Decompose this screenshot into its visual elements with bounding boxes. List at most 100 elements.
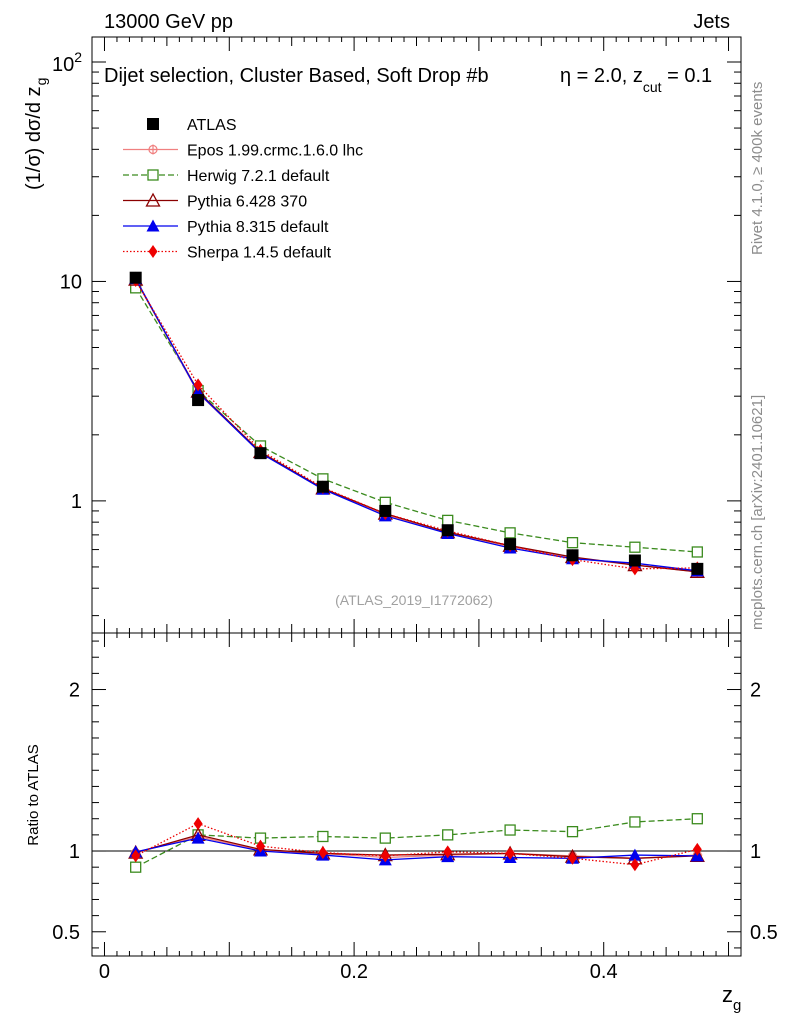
legend-item-atlas: ATLAS [147,117,237,134]
ratio-x-tick-label: 0.4 [590,961,618,983]
ratio-point-sherpa [193,817,203,831]
ratio-point-sherpa [692,842,702,856]
main-line-pythia6 [135,279,698,573]
legend-item-pythia8: Pythia 8.315 default [123,219,329,236]
main-point-herwig [566,537,579,549]
main-series-sherpa [131,273,702,576]
main-series-epos [130,274,703,577]
main-point-atlas [254,447,267,460]
main-y-axis-label: (1/σ) dσ/d zg [23,78,49,190]
ratio-point-herwig [504,824,516,836]
main-series-pythia6 [128,271,705,578]
ratio-point-herwig [317,830,329,843]
ratio-point-herwig [130,861,142,873]
ratio-y-tick-label: 1 [69,841,80,863]
ratio-line-sherpa [135,822,698,866]
legend-item-pythia6: Pythia 6.428 370 [123,192,307,211]
ratio-point-sherpa [568,851,578,865]
ratio-y-tick-label-right: 2 [750,680,761,702]
legend-item-herwig: Herwig 7.2.1 default [123,168,330,185]
legend-label: Pythia 6.428 370 [187,194,307,211]
mcplots-label: mcplots.cern.ch [arXiv:2401.10621] [749,395,766,630]
main-series-herwig [130,282,703,558]
ratio-series-group [128,813,705,873]
legend-item-sherpa: Sherpa 1.4.5 default [123,245,332,262]
ratio-series-herwig [130,813,703,873]
x-axis-label: zg [722,982,741,1014]
legend-label: ATLAS [187,117,237,134]
ratio-point-sherpa [380,849,390,863]
main-point-atlas [379,504,392,517]
main-point-sherpa [193,378,203,392]
main-line-pythia8 [135,278,698,572]
ratio-point-pythia8 [628,848,642,861]
main-line-sherpa [135,280,698,570]
main-point-herwig [442,514,454,527]
legend-marker-epos [148,144,158,155]
ratio-line-herwig [135,818,698,868]
energy-label: 13000 GeV pp [104,11,233,33]
ratio-x-tick-label: 0.2 [340,961,368,983]
ratio-point-herwig [379,832,391,844]
legend-item-epos: Epos 1.99.crmc.1.6.0 lhc [123,143,363,160]
main-point-atlas [129,271,142,284]
ratio-point-sherpa [630,858,640,872]
legend-marker-pythia8 [146,219,160,232]
legend-marker-atlas [147,118,159,130]
process-label: Jets [693,11,730,33]
main-y-tick-label: 102 [52,49,82,76]
ratio-y-tick-label-right: 1 [750,841,761,863]
main-series-atlas [129,271,704,575]
ratio-point-sherpa [255,839,265,853]
main-point-atlas [316,480,329,493]
plot-title: Dijet selection, Cluster Based, Soft Dro… [104,65,489,87]
ratio-line-pythia8 [135,837,698,861]
main-series-pythia8 [129,272,704,577]
legend-marker-pythia6 [145,192,161,207]
ratio-point-sherpa [443,845,453,859]
main-y-tick-label: 1 [71,491,82,513]
ratio-x-tick-labels: 0 0.2 0.4 [99,961,618,983]
main-point-atlas [504,538,517,551]
ratio-point-herwig [629,816,641,828]
ratio-line-pythia6 [135,834,698,859]
ratio-x-tick-label: 0 [99,961,110,983]
ratio-y-axis-label: Ratio to ATLAS [25,744,42,845]
main-point-herwig [504,527,516,539]
main-point-herwig [691,546,703,558]
reference-label: (ATLAS_2019_I1772062) [335,592,493,608]
main-point-atlas [628,554,641,567]
main-line-herwig [135,287,698,553]
legend-label: Herwig 7.2.1 default [187,168,330,185]
ratio-point-herwig [691,813,703,825]
legend-marker-sherpa [148,245,158,258]
legend-label: Sherpa 1.4.5 default [187,245,332,262]
ratio-y-tick-label: 2 [69,680,80,702]
legend-label: Pythia 8.315 default [187,219,329,236]
main-point-atlas [566,549,579,562]
main-series-group [128,271,705,578]
main-y-tick-labels: 1 10 102 [52,49,82,513]
ratio-axis-ticks [92,633,741,956]
rivet-version-label: Rivet 4.1.0, ≥ 400k events [749,82,766,255]
ratio-point-sherpa [505,846,515,860]
legend: ATLAS Epos 1.99.crmc.1.6.0 lhc Herwig 7.2.… [123,117,363,262]
ratio-point-sherpa [318,846,328,860]
legend-marker-herwig [147,169,159,181]
plot-title-cut: η = 2.0, zcut = 0.1 [560,65,712,95]
ratio-series-sherpa [131,817,702,872]
ratio-y-tick-label: 0.5 [52,922,80,944]
ratio-y-tick-label-right: 0.5 [750,922,778,944]
ratio-panel-frame [91,632,742,957]
main-y-tick-label: 10 [60,271,82,293]
ratio-point-pythia8 [191,831,205,844]
main-point-atlas [192,394,205,407]
main-point-herwig [629,541,641,553]
ratio-point-herwig [442,829,454,841]
main-point-atlas [441,524,454,537]
ratio-point-sherpa [131,849,141,863]
main-axis-ticks [92,37,741,633]
main-point-atlas [691,562,704,575]
legend-label: Epos 1.99.crmc.1.6.0 lhc [187,143,363,160]
